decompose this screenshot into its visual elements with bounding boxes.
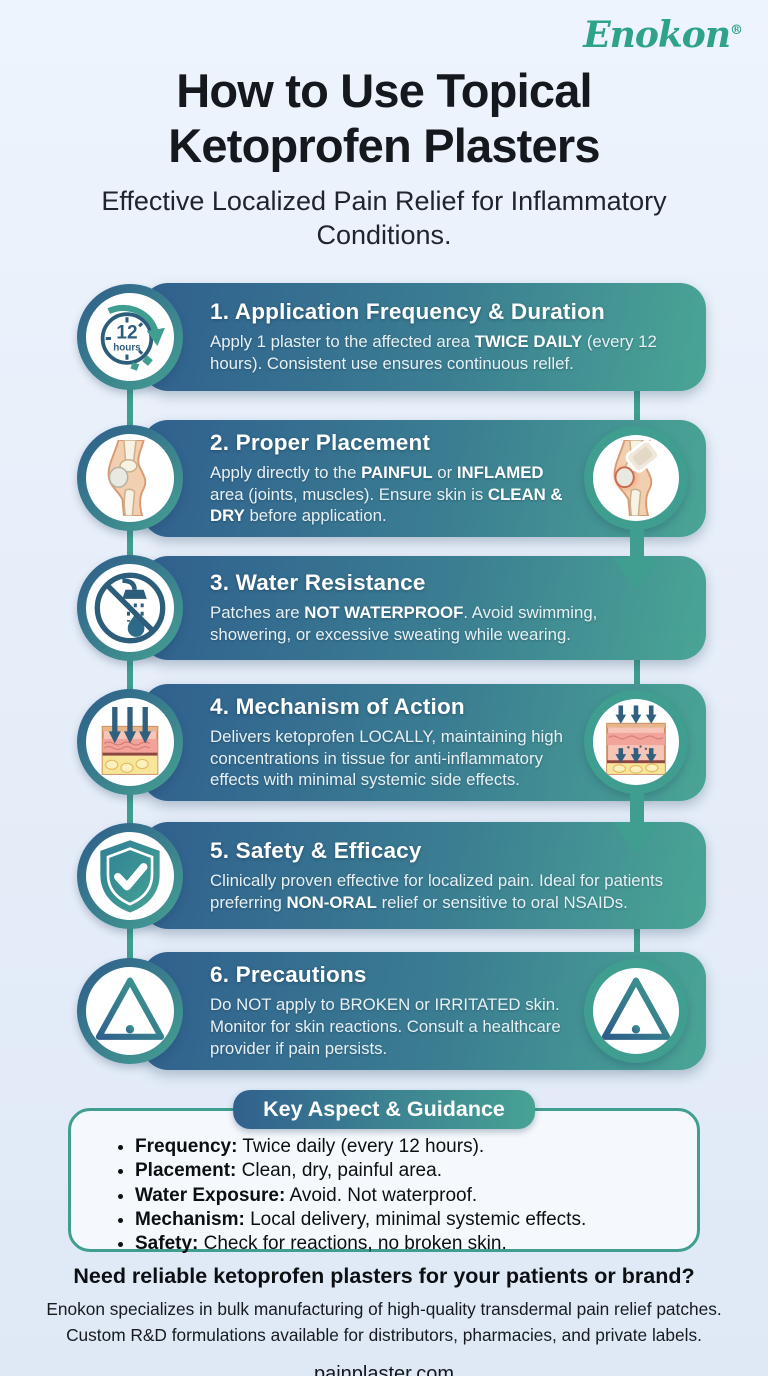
key-aspects-box: Frequency: Twice daily (every 12 hours).… [68, 1108, 700, 1254]
right-connector-line-2 [634, 650, 640, 695]
key-aspect-item: Mechanism: Local delivery, minimal syste… [135, 1208, 697, 1232]
step-body: Apply 1 plaster to the affected area TWI… [210, 332, 657, 373]
key-aspect-item: Frequency: Twice daily (every 12 hours). [135, 1135, 697, 1159]
step6-right-icon-circle [584, 959, 688, 1063]
step-title: 2. Proper Placement [210, 429, 431, 455]
key-aspects-title: Key Aspect & Guidance [233, 1090, 535, 1129]
left-connector-line [127, 330, 133, 1020]
step-body: Patches are NOT WATERPROOF. Avoid swimmi… [210, 603, 598, 644]
step-body: Delivers ketoprofen LOCALLY, maintaining… [210, 726, 563, 790]
step1-icon-circle: 12 hours [77, 284, 183, 390]
right-connector-line-1 [634, 383, 640, 431]
registered-mark: ® [730, 23, 743, 38]
step-body: Apply directly to the PAINFUL or INFLAME… [210, 462, 563, 526]
page-title: How to Use Topical Ketoprofen Plasters [168, 64, 600, 172]
step-title: 5. Safety & Efficacy [210, 837, 422, 863]
step-body: Clinically proven effective for localize… [210, 870, 664, 912]
warning-triangle-icon [601, 977, 671, 1040]
shield-check-icon [100, 840, 160, 913]
step-card-1: 1. Application Frequency & Duration Appl… [142, 283, 706, 391]
step-card-3: 3. Water Resistance Patches are NOT WATE… [142, 556, 706, 660]
step-card-5: 5. Safety & Efficacy Clinically proven e… [142, 822, 706, 929]
key-aspect-item: Placement: Clean, dry, painful area. [135, 1159, 697, 1183]
svg-text:hours: hours [113, 343, 141, 354]
website-link[interactable]: painplaster.com [313, 1362, 455, 1376]
step-title: 4. Mechanism of Action [210, 693, 465, 719]
step-title: 6. Precautions [210, 962, 367, 988]
skin-absorption-icon [101, 707, 159, 775]
step-title: 3. Water Resistance [210, 570, 426, 596]
key-aspects-list: Frequency: Twice daily (every 12 hours).… [135, 1135, 697, 1257]
flow-down-arrow-icon [613, 524, 661, 590]
step3-icon-circle [77, 555, 183, 661]
footer-cta: Need reliable ketoprofen plasters for yo… [73, 1264, 695, 1288]
svg-text:12: 12 [116, 323, 137, 344]
footer: Need reliable ketoprofen plasters for yo… [0, 1264, 768, 1376]
footer-line-1: Enokon specializes in bulk manufacturing… [46, 1299, 722, 1319]
right-connector-line-3 [634, 920, 640, 965]
knee-anatomy-icon [107, 440, 147, 516]
key-aspect-item: Water Exposure: Avoid. Not waterproof. [135, 1184, 697, 1208]
footer-line-2: Custom R&D formulations available for di… [66, 1324, 702, 1345]
flow-down-arrow-icon [613, 788, 661, 854]
page-subtitle: Effective Localized Pain Relief for Infl… [101, 186, 667, 251]
knee-plaster-icon [610, 440, 660, 516]
step4-icon-circle [77, 689, 183, 795]
skin-penetration-icon [606, 705, 666, 775]
brand-logo: Enokon® [583, 14, 743, 56]
step6-icon-circle [77, 958, 183, 1064]
step2-right-icon-circle [584, 426, 688, 530]
step-body: Do NOT apply to BROKEN or IRRITATED skin… [210, 995, 561, 1058]
key-aspect-item: Safety: Check for reactions, no broken s… [135, 1232, 697, 1256]
clock-12-hours-icon: 12 hours [100, 304, 165, 371]
step4-right-icon-circle [584, 690, 688, 794]
warning-triangle-icon [95, 977, 165, 1040]
step5-icon-circle [77, 823, 183, 929]
step2-icon-circle [77, 425, 183, 531]
step-title: 1. Application Frequency & Duration [210, 299, 605, 325]
no-shower-icon [94, 572, 166, 644]
